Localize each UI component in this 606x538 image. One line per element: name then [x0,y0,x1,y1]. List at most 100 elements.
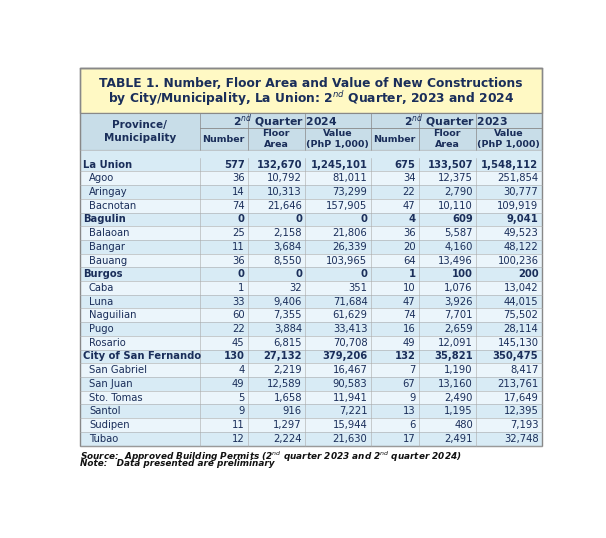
Bar [79,172,542,185]
Text: Bacnotan: Bacnotan [89,201,136,211]
Text: 1: 1 [238,283,245,293]
Text: 9,041: 9,041 [507,215,538,224]
Text: 48,122: 48,122 [504,242,538,252]
Text: Rosario: Rosario [89,338,125,348]
Text: 90,583: 90,583 [333,379,367,389]
Text: 0: 0 [295,215,302,224]
Text: 145,130: 145,130 [498,338,538,348]
Text: 213,761: 213,761 [497,379,538,389]
Text: Bangar: Bangar [89,242,125,252]
Text: 4,160: 4,160 [444,242,473,252]
Text: 70,708: 70,708 [333,338,367,348]
Text: Note:   Data presented are preliminary: Note: Data presented are preliminary [79,459,274,469]
Text: 3,926: 3,926 [444,296,473,307]
Text: Aringay: Aringay [89,187,127,197]
Text: Number: Number [202,134,245,144]
Text: 2,219: 2,219 [273,365,302,375]
Bar [79,267,542,281]
Text: 480: 480 [454,420,473,430]
Text: 26,339: 26,339 [333,242,367,252]
Text: 11,941: 11,941 [333,393,367,402]
Text: 1,195: 1,195 [444,406,473,416]
Text: 32: 32 [289,283,302,293]
Text: Source:  Approved Building Permits (2$^{nd}$ quarter 2023 and 2$^{nd}$ quarter 2: Source: Approved Building Permits (2$^{n… [79,449,461,464]
Text: Bauang: Bauang [89,256,127,266]
Text: 350,475: 350,475 [493,351,538,362]
Text: 36: 36 [232,173,245,183]
Text: 47: 47 [403,201,416,211]
Text: 27,132: 27,132 [264,351,302,362]
Text: 9: 9 [409,393,416,402]
Text: 9,406: 9,406 [273,296,302,307]
Text: 16,467: 16,467 [333,365,367,375]
Text: 103,965: 103,965 [327,256,367,266]
Text: 5: 5 [238,393,245,402]
Text: 200: 200 [518,269,538,279]
Text: 60: 60 [232,310,245,320]
Text: 21,806: 21,806 [333,228,367,238]
Text: 8,417: 8,417 [510,365,538,375]
Bar [79,322,542,336]
Bar [79,418,542,432]
Text: 157,905: 157,905 [326,201,367,211]
Bar [79,377,542,391]
Text: 12,375: 12,375 [438,173,473,183]
Bar [79,295,542,308]
Text: San Juan: San Juan [89,379,133,389]
Text: 2,490: 2,490 [444,393,473,402]
Text: 132,670: 132,670 [256,160,302,169]
Bar [79,199,542,213]
Text: 3,884: 3,884 [274,324,302,334]
Text: Value
(PhP 1,000): Value (PhP 1,000) [478,129,540,150]
Bar [79,405,542,418]
Text: Pugo: Pugo [89,324,113,334]
Text: Bagulin: Bagulin [83,215,125,224]
Text: 7,701: 7,701 [444,310,473,320]
Text: 73,299: 73,299 [333,187,367,197]
Text: 15,944: 15,944 [333,420,367,430]
Text: Santol: Santol [89,406,121,416]
Bar [79,308,542,322]
Text: 4: 4 [238,365,245,375]
Text: 71,684: 71,684 [333,296,367,307]
Text: 1,297: 1,297 [273,420,302,430]
Bar [79,432,542,445]
Text: 25: 25 [231,228,245,238]
Text: 2$^{nd}$ Quarter 2024: 2$^{nd}$ Quarter 2024 [233,112,338,130]
Text: City of San Fernando: City of San Fernando [83,351,201,362]
Text: 1,548,112: 1,548,112 [481,160,538,169]
Bar [79,185,542,199]
Text: 0: 0 [361,215,367,224]
Text: 1,076: 1,076 [444,283,473,293]
Text: 10: 10 [403,283,416,293]
Text: 0: 0 [361,269,367,279]
Text: 30,777: 30,777 [504,187,538,197]
Text: TABLE 1. Number, Floor Area and Value of New Constructions: TABLE 1. Number, Floor Area and Value of… [99,77,522,90]
Text: 28,114: 28,114 [504,324,538,334]
Text: 6,815: 6,815 [273,338,302,348]
Text: 2$^{nd}$ Quarter 2023: 2$^{nd}$ Quarter 2023 [404,112,508,130]
Text: Province/
Municipality: Province/ Municipality [104,120,176,143]
Text: 1,658: 1,658 [273,393,302,402]
Text: 81,011: 81,011 [333,173,367,183]
Text: 109,919: 109,919 [497,201,538,211]
Text: 8,550: 8,550 [273,256,302,266]
Bar [79,336,542,350]
Text: 6: 6 [409,420,416,430]
Text: 49: 49 [232,379,245,389]
Text: 1,245,101: 1,245,101 [310,160,367,169]
Text: 22: 22 [231,324,245,334]
Text: Sudipen: Sudipen [89,420,130,430]
Text: 16: 16 [403,324,416,334]
Text: 1: 1 [408,269,416,279]
Text: 10,792: 10,792 [267,173,302,183]
Text: La Union: La Union [83,160,132,169]
Text: 36: 36 [232,256,245,266]
Text: San Gabriel: San Gabriel [89,365,147,375]
Text: 12,091: 12,091 [438,338,473,348]
Text: 14: 14 [232,187,245,197]
Bar [79,350,542,363]
Text: 7,193: 7,193 [510,420,538,430]
Text: 17,649: 17,649 [504,393,538,402]
Bar [79,150,542,158]
